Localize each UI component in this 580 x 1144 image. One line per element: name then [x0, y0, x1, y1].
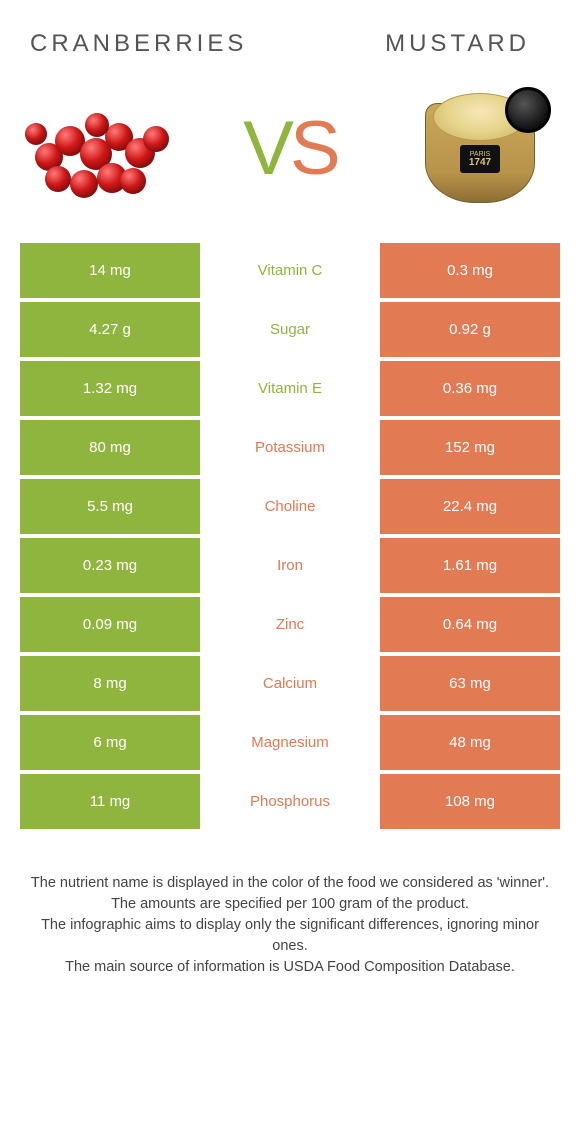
jar-label: PARIS 1747 — [460, 145, 500, 173]
value-left: 14 mg — [20, 243, 200, 298]
nutrient-name: Iron — [200, 538, 380, 593]
table-row: 0.09 mgZinc0.64 mg — [20, 597, 560, 652]
value-right: 22.4 mg — [380, 479, 560, 534]
nutrient-name: Vitamin C — [200, 243, 380, 298]
table-row: 80 mgPotassium152 mg — [20, 420, 560, 475]
value-left: 11 mg — [20, 774, 200, 829]
value-right: 63 mg — [380, 656, 560, 711]
value-right: 0.36 mg — [380, 361, 560, 416]
value-left: 1.32 mg — [20, 361, 200, 416]
jar-lid-icon — [505, 87, 551, 133]
nutrient-name: Choline — [200, 479, 380, 534]
value-right: 1.61 mg — [380, 538, 560, 593]
table-row: 0.23 mgIron1.61 mg — [20, 538, 560, 593]
table-row: 11 mgPhosphorus108 mg — [20, 774, 560, 829]
nutrient-name: Potassium — [200, 420, 380, 475]
title-left: CRANBERRIES — [30, 30, 247, 58]
value-left: 5.5 mg — [20, 479, 200, 534]
hero-row: VS PARIS 1747 — [0, 73, 580, 243]
cranberry-icon — [25, 123, 47, 145]
value-left: 80 mg — [20, 420, 200, 475]
vs-label: VS — [243, 105, 336, 192]
table-row: 5.5 mgCholine22.4 mg — [20, 479, 560, 534]
nutrient-name: Zinc — [200, 597, 380, 652]
table-row: 8 mgCalcium63 mg — [20, 656, 560, 711]
value-left: 0.23 mg — [20, 538, 200, 593]
value-right: 48 mg — [380, 715, 560, 770]
nutrient-name: Calcium — [200, 656, 380, 711]
title-row: CRANBERRIES MUSTARD — [0, 0, 580, 73]
footnote-line: The nutrient name is displayed in the co… — [30, 873, 550, 894]
cranberry-icon — [143, 126, 169, 152]
mustard-image: PARIS 1747 — [405, 83, 555, 213]
nutrient-name: Sugar — [200, 302, 380, 357]
nutrient-name: Magnesium — [200, 715, 380, 770]
cranberry-icon — [85, 113, 109, 137]
value-left: 8 mg — [20, 656, 200, 711]
cranberry-icon — [120, 168, 146, 194]
footnote-line: The main source of information is USDA F… — [30, 957, 550, 978]
cranberries-image — [25, 83, 175, 213]
vs-s: S — [290, 106, 337, 191]
value-right: 0.3 mg — [380, 243, 560, 298]
value-right: 108 mg — [380, 774, 560, 829]
cranberry-icon — [45, 166, 71, 192]
footnotes: The nutrient name is displayed in the co… — [0, 833, 580, 978]
table-row: 6 mgMagnesium48 mg — [20, 715, 560, 770]
table-row: 14 mgVitamin C0.3 mg — [20, 243, 560, 298]
title-right: MUSTARD — [385, 30, 530, 58]
value-right: 152 mg — [380, 420, 560, 475]
value-left: 6 mg — [20, 715, 200, 770]
footnote-line: The amounts are specified per 100 gram o… — [30, 894, 550, 915]
value-left: 4.27 g — [20, 302, 200, 357]
jar-label-line2: 1747 — [469, 158, 491, 168]
nutrient-table: 14 mgVitamin C0.3 mg4.27 gSugar0.92 g1.3… — [0, 243, 580, 829]
table-row: 1.32 mgVitamin E0.36 mg — [20, 361, 560, 416]
value-right: 0.92 g — [380, 302, 560, 357]
nutrient-name: Phosphorus — [200, 774, 380, 829]
table-row: 4.27 gSugar0.92 g — [20, 302, 560, 357]
value-right: 0.64 mg — [380, 597, 560, 652]
value-left: 0.09 mg — [20, 597, 200, 652]
nutrient-name: Vitamin E — [200, 361, 380, 416]
footnote-line: The infographic aims to display only the… — [30, 915, 550, 957]
vs-v: V — [243, 106, 290, 191]
cranberry-icon — [70, 170, 98, 198]
